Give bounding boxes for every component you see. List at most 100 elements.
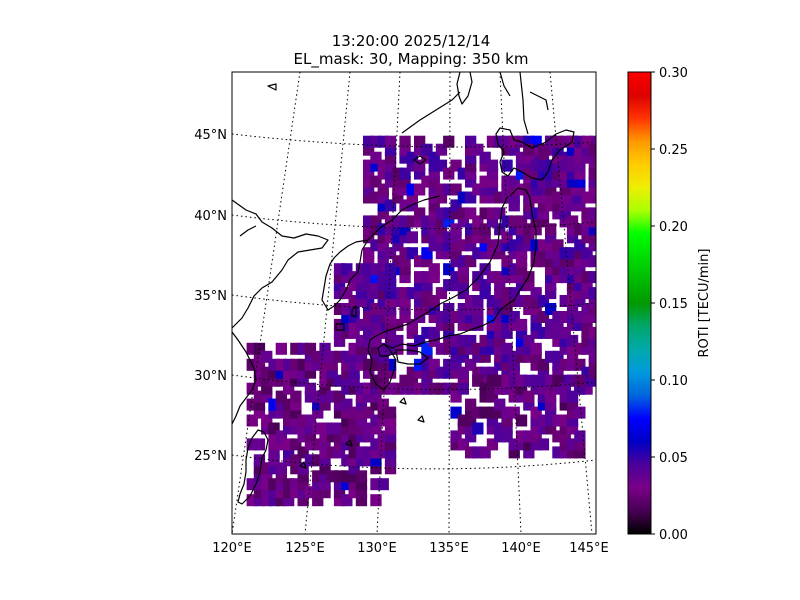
roti-cell	[377, 167, 389, 180]
roti-cell	[377, 255, 389, 268]
roti-cell	[421, 382, 433, 395]
roti-cell	[559, 382, 571, 395]
roti-cell	[443, 382, 455, 395]
roti-cell	[428, 207, 440, 220]
roti-cell	[443, 318, 455, 331]
roti-cell	[508, 183, 520, 196]
roti-cell	[486, 366, 499, 379]
roti-cell	[253, 438, 266, 451]
roti-cell	[304, 382, 317, 395]
roti-cell	[457, 350, 469, 363]
roti-cell	[472, 247, 484, 260]
roti-cell	[377, 135, 389, 148]
roti-cell	[370, 334, 382, 347]
roti-cell	[588, 215, 596, 228]
roti-cell	[283, 382, 295, 395]
roti-cell	[515, 382, 528, 395]
roti-cell	[377, 199, 389, 212]
roti-cell	[435, 207, 448, 220]
roti-cell	[465, 334, 477, 347]
roti-cell	[428, 239, 440, 252]
roti-cell	[537, 151, 550, 164]
roti-cell	[421, 143, 433, 156]
roti-cell	[428, 382, 440, 395]
roti-cell	[545, 183, 557, 196]
roti-cell	[406, 191, 418, 204]
roti-cell	[465, 295, 477, 307]
roti-cell	[421, 287, 433, 300]
cb-tick-1: 0.05	[659, 451, 688, 466]
roti-cell	[297, 486, 309, 499]
roti-cell	[545, 390, 557, 403]
roti-cell	[304, 430, 317, 443]
roti-cell	[392, 167, 404, 180]
roti-cell	[552, 239, 564, 252]
roti-cell	[261, 414, 273, 427]
roti-cell	[559, 255, 571, 268]
roti-cell	[297, 414, 309, 427]
roti-cell	[494, 334, 506, 347]
roti-cell	[261, 462, 273, 475]
roti-cell	[494, 207, 506, 220]
roti-cell	[363, 263, 375, 276]
lat-label-35: 35°N	[194, 289, 227, 304]
roti-cell	[450, 342, 462, 355]
roti-cell	[501, 295, 513, 307]
roti-cell	[414, 167, 426, 180]
roti-cell	[319, 462, 331, 475]
roti-cell	[341, 311, 353, 323]
roti-cell	[552, 271, 564, 284]
roti-cell	[530, 382, 542, 395]
roti-cell	[465, 311, 477, 323]
roti-cell	[566, 406, 579, 419]
roti-cell	[508, 215, 520, 228]
roti-cell	[435, 239, 448, 252]
roti-cell	[348, 271, 360, 284]
roti-cell	[333, 326, 346, 339]
roti-cell	[341, 263, 353, 276]
roti-cell	[384, 287, 397, 300]
roti-cell	[523, 430, 535, 443]
roti-cell	[450, 271, 462, 284]
roti-cell	[537, 255, 550, 268]
roti-cell	[341, 326, 353, 339]
roti-cell	[392, 382, 404, 395]
roti-cell	[545, 350, 557, 363]
roti-cell	[341, 470, 353, 483]
roti-cell	[428, 311, 440, 323]
roti-cell	[515, 374, 528, 387]
roti-cell	[588, 342, 596, 355]
roti-cell	[399, 167, 411, 180]
roti-cell	[581, 135, 593, 148]
roti-cell	[414, 358, 426, 371]
roti-cell	[545, 247, 557, 260]
roti-cell	[479, 207, 491, 220]
roti-cell	[479, 382, 491, 395]
roti-cell	[508, 191, 520, 204]
roti-cell	[297, 478, 309, 491]
roti-cell	[392, 318, 404, 331]
roti-cell	[515, 167, 528, 180]
roti-cell	[406, 159, 418, 172]
roti-cell	[421, 326, 433, 339]
roti-cell	[552, 374, 564, 387]
roti-cell	[268, 366, 280, 379]
roti-cell	[465, 398, 477, 411]
roti-cell	[472, 342, 484, 355]
roti-cell	[370, 422, 382, 435]
lat-label-30: 30°N	[194, 369, 227, 384]
roti-cell	[421, 223, 433, 236]
roti-cell	[530, 342, 542, 355]
roti-cell	[501, 318, 513, 331]
roti-cell	[428, 199, 440, 212]
roti-cell	[428, 271, 440, 284]
roti-cell	[552, 311, 564, 323]
roti-cell	[508, 239, 520, 252]
roti-cell	[530, 207, 542, 220]
roti-cell	[261, 390, 273, 403]
roti-cell	[392, 287, 404, 300]
roti-cell	[333, 438, 346, 451]
roti-cell	[581, 191, 593, 204]
roti-cell	[552, 255, 564, 268]
roti-cell	[523, 438, 535, 451]
